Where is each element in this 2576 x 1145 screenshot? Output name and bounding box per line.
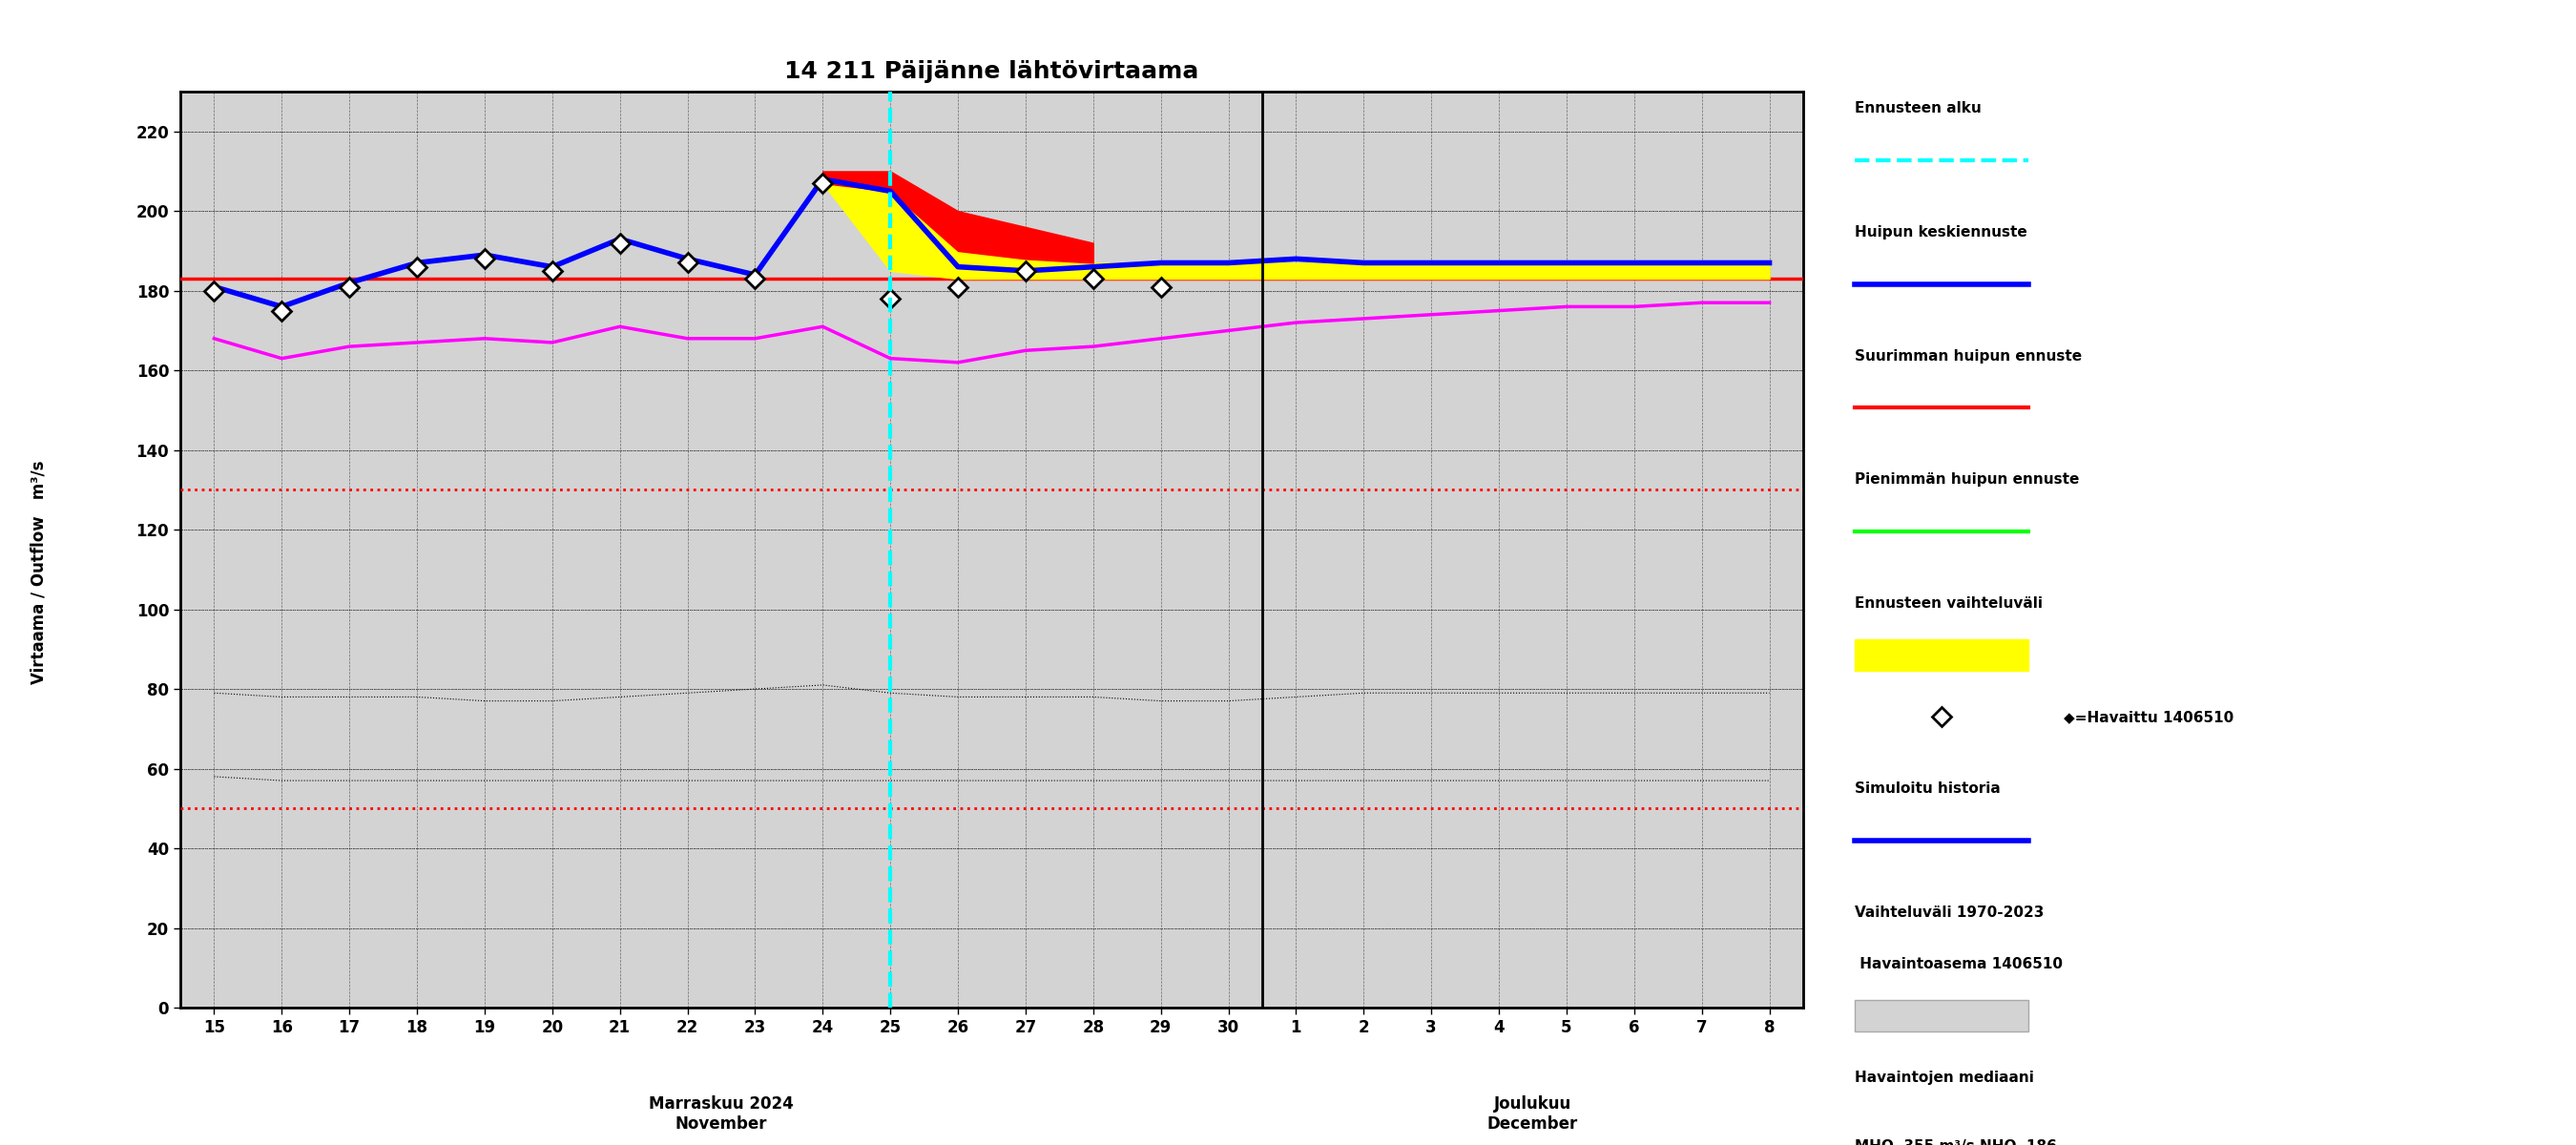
Text: Ennusteen alku: Ennusteen alku [1855, 102, 1981, 116]
Text: Ennusteen vaihteluväli: Ennusteen vaihteluväli [1855, 597, 2043, 610]
Title: 14 211 Päijänne lähtövirtaama: 14 211 Päijänne lähtövirtaama [786, 61, 1198, 84]
Text: Vaihteluväli 1970-2023: Vaihteluväli 1970-2023 [1855, 906, 2043, 919]
Text: Simuloitu historia: Simuloitu historia [1855, 782, 2002, 796]
Text: Pienimmän huipun ennuste: Pienimmän huipun ennuste [1855, 473, 2079, 487]
Text: Marraskuu 2024
November: Marraskuu 2024 November [649, 1096, 793, 1132]
Text: Havaintojen mediaani: Havaintojen mediaani [1855, 1071, 2035, 1084]
Text: Joulukuu
December: Joulukuu December [1486, 1096, 1579, 1132]
Text: ◆=Havaittu 1406510: ◆=Havaittu 1406510 [2063, 710, 2233, 724]
Text: Suurimman huipun ennuste: Suurimman huipun ennuste [1855, 349, 2081, 363]
FancyBboxPatch shape [1855, 1001, 2030, 1032]
Text: Virtaama / Outflow   m³/s: Virtaama / Outflow m³/s [31, 460, 46, 685]
Text: Huipun keskiennuste: Huipun keskiennuste [1855, 226, 2027, 239]
Text: MHQ  355 m³/s NHQ  186
18.01.1975 HQ  535: MHQ 355 m³/s NHQ 186 18.01.1975 HQ 535 [1855, 1139, 2056, 1145]
FancyBboxPatch shape [1855, 640, 2030, 671]
Text: Havaintoasema 1406510: Havaintoasema 1406510 [1855, 957, 2063, 971]
